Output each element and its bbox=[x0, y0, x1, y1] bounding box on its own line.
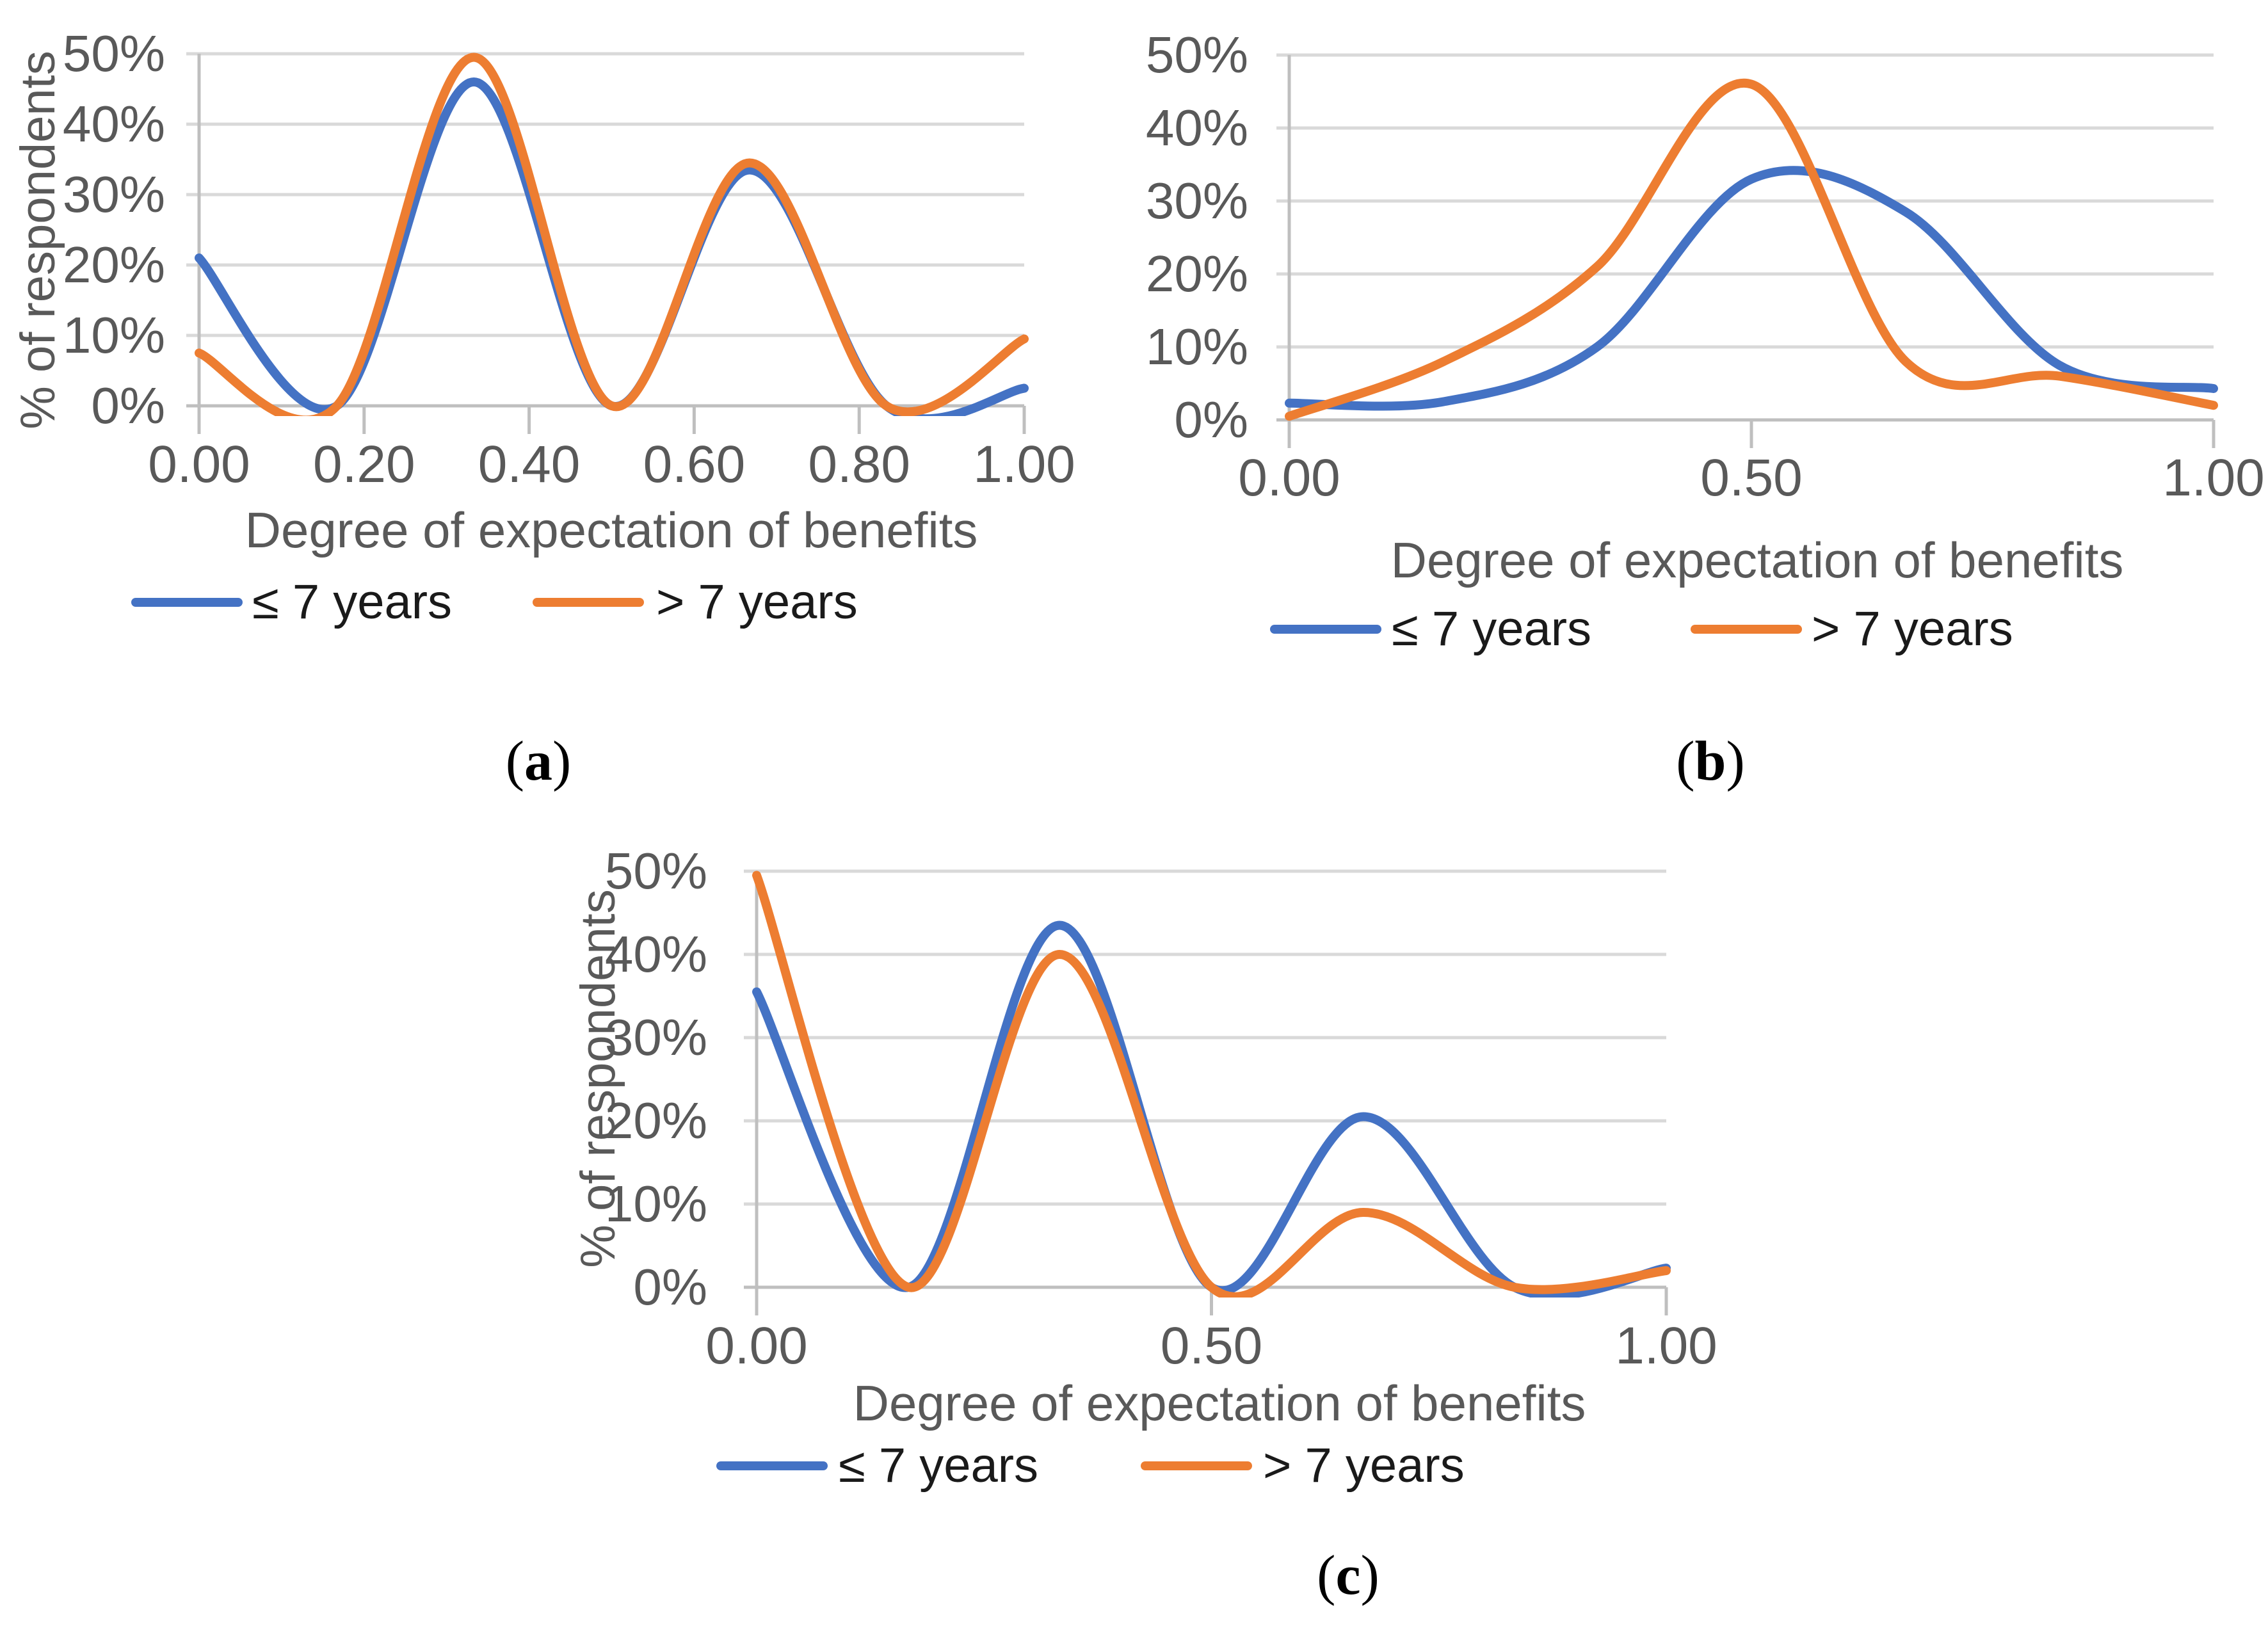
series-line-gt7 bbox=[195, 52, 1029, 416]
plot-area-a bbox=[186, 52, 1029, 434]
x-axis-title: Degree of expectation of benefits bbox=[245, 502, 978, 558]
x-axis-tick-label: 1.00 bbox=[973, 435, 1075, 494]
y-axis-tick-label: 50% bbox=[62, 25, 165, 82]
series-line-gt7 bbox=[752, 871, 1671, 1298]
chart-caption-part: c bbox=[1335, 1545, 1361, 1607]
y-axis-tick-label: 0% bbox=[1174, 391, 1248, 448]
y-axis-title: % of respondents bbox=[571, 889, 625, 1268]
x-axis-tick-label: 0.00 bbox=[705, 1317, 808, 1375]
x-axis-tick-label: 1.00 bbox=[1615, 1317, 1717, 1375]
y-axis-tick-label: 20% bbox=[604, 1092, 707, 1149]
y-axis-title: % of respondents bbox=[11, 51, 65, 430]
y-axis-tick-label: 40% bbox=[62, 95, 165, 152]
y-axis-tick-label: 40% bbox=[604, 926, 707, 983]
series-group bbox=[195, 52, 1029, 416]
legend-swatch-le7 bbox=[131, 598, 243, 607]
chart-caption-part: ( bbox=[1317, 1545, 1336, 1607]
chart-caption: (c) bbox=[1188, 1539, 1508, 1613]
plot-area-b bbox=[1276, 53, 2218, 448]
chart-caption-part: ( bbox=[1676, 730, 1695, 792]
legend-label-gt7: > 7 years bbox=[1812, 602, 2013, 656]
legend-swatch-le7 bbox=[1270, 625, 1381, 634]
series-line-le7 bbox=[752, 920, 1671, 1298]
legend-label-gt7: > 7 years bbox=[656, 575, 858, 629]
chart-caption-part: ) bbox=[1726, 730, 1745, 792]
x-axis-title: Degree of expectation of benefits bbox=[1390, 532, 2124, 588]
y-axis-tick-label: 10% bbox=[604, 1175, 707, 1232]
x-axis-tick-label: 0.50 bbox=[1700, 449, 1803, 507]
y-axis-tick-label: 50% bbox=[1145, 26, 1248, 83]
chart-caption: (b) bbox=[1550, 725, 1870, 799]
legend-swatch-le7 bbox=[716, 1461, 828, 1470]
chart-caption-part: ) bbox=[552, 730, 572, 792]
x-axis-title: Degree of expectation of benefits bbox=[853, 1375, 1586, 1431]
chart-caption: (a) bbox=[378, 725, 698, 799]
legend-label-le7: ≤ 7 years bbox=[252, 575, 453, 629]
y-axis-tick-label: 30% bbox=[62, 166, 165, 223]
chart-caption-part: b bbox=[1694, 730, 1726, 792]
y-axis-tick-label: 0% bbox=[633, 1258, 707, 1315]
plot-area-c bbox=[744, 869, 1671, 1315]
y-axis-tick-label: 0% bbox=[91, 377, 165, 434]
y-axis-tick-label: 30% bbox=[1145, 172, 1248, 229]
y-axis-tick-label: 20% bbox=[1145, 245, 1248, 302]
legend-swatch-gt7 bbox=[1691, 625, 1802, 634]
legend-label-le7: ≤ 7 years bbox=[1392, 602, 1592, 656]
series-group bbox=[752, 871, 1671, 1298]
x-axis-tick-label: 0.80 bbox=[808, 435, 910, 494]
x-axis-tick-label: 0.60 bbox=[643, 435, 746, 494]
chart-caption-part: ( bbox=[505, 730, 524, 792]
y-axis-tick-label: 40% bbox=[1145, 99, 1248, 156]
series-group bbox=[1285, 78, 2218, 421]
x-axis-tick-label: 0.20 bbox=[312, 435, 415, 494]
legend-label-gt7: > 7 years bbox=[1263, 1438, 1465, 1493]
chart-caption-part: a bbox=[524, 730, 552, 792]
y-axis-tick-label: 10% bbox=[1145, 318, 1248, 375]
series-line-le7 bbox=[195, 77, 1029, 416]
y-axis-tick-label: 10% bbox=[62, 307, 165, 364]
x-axis-tick-label: 0.00 bbox=[1238, 449, 1340, 507]
series-line-le7 bbox=[1285, 166, 2218, 411]
x-axis-tick-label: 0.40 bbox=[478, 435, 581, 494]
y-axis-tick-label: 50% bbox=[604, 842, 707, 899]
x-axis-tick-label: 0.50 bbox=[1160, 1317, 1263, 1375]
series-line-gt7 bbox=[1285, 78, 2218, 421]
legend-label-le7: ≤ 7 years bbox=[839, 1438, 1039, 1493]
chart-caption-part: ) bbox=[1360, 1545, 1379, 1607]
y-axis-tick-label: 20% bbox=[62, 236, 165, 293]
y-axis-tick-label: 30% bbox=[604, 1009, 707, 1066]
legend-swatch-gt7 bbox=[533, 598, 644, 607]
x-axis-tick-label: 0.00 bbox=[148, 435, 250, 494]
legend-swatch-gt7 bbox=[1141, 1461, 1252, 1470]
x-axis-tick-label: 1.00 bbox=[2162, 449, 2265, 507]
